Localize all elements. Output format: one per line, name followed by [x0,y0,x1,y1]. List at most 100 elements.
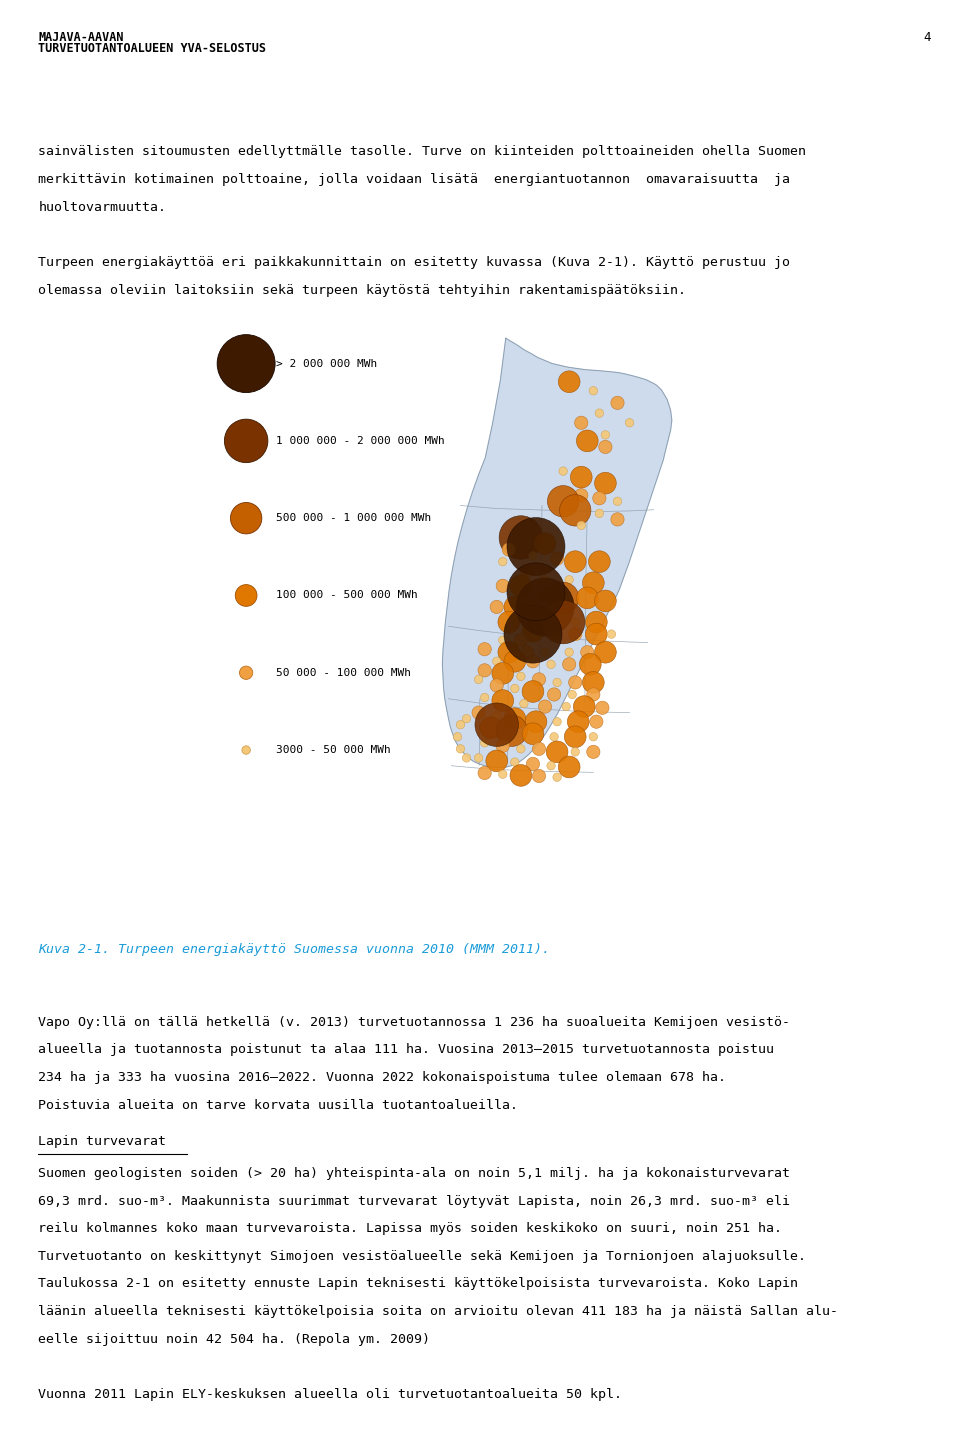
Circle shape [522,681,543,703]
Circle shape [553,678,562,687]
Circle shape [533,742,545,755]
Text: 4: 4 [924,31,931,44]
Circle shape [581,646,594,659]
Circle shape [496,714,527,746]
Circle shape [492,658,501,665]
Circle shape [522,620,543,642]
Circle shape [498,611,519,633]
Circle shape [583,572,604,594]
Circle shape [242,746,251,754]
Circle shape [550,630,559,639]
Circle shape [217,335,276,393]
Circle shape [480,693,489,701]
Circle shape [550,732,559,741]
Circle shape [563,658,576,671]
Text: olemassa oleviin laitoksiin sekä turpeen käytöstä tehtyihin rakentamispäätöksiin: olemassa oleviin laitoksiin sekä turpeen… [38,284,686,297]
Text: > 2 000 000 MWh: > 2 000 000 MWh [276,358,377,368]
Circle shape [533,672,545,687]
Circle shape [491,601,503,614]
Circle shape [472,706,485,719]
Circle shape [478,767,492,780]
Circle shape [573,695,595,717]
Text: reilu kolmannes koko maan turvevaroista. Lapissa myös soiden keskikoko on suuri,: reilu kolmannes koko maan turvevaroista.… [38,1222,782,1235]
Circle shape [235,585,257,607]
Circle shape [475,703,518,746]
Circle shape [587,745,600,758]
Text: Taulukossa 2-1 on esitetty ennuste Lapin teknisesti käyttökelpoisista turvevaroi: Taulukossa 2-1 on esitetty ennuste Lapin… [38,1277,799,1291]
Circle shape [456,720,465,729]
Circle shape [547,688,561,701]
Circle shape [559,757,580,778]
Circle shape [571,748,580,757]
Circle shape [571,618,580,626]
Circle shape [547,661,555,668]
Circle shape [560,495,591,527]
Circle shape [567,711,589,732]
Circle shape [502,543,516,556]
Circle shape [589,387,597,394]
Circle shape [492,690,514,711]
Circle shape [504,707,526,729]
Circle shape [520,565,534,578]
Circle shape [480,717,501,739]
Circle shape [478,643,492,656]
Circle shape [491,679,503,693]
Circle shape [611,512,624,527]
Circle shape [594,473,616,495]
Circle shape [594,642,616,663]
Circle shape [526,655,540,668]
Circle shape [540,647,549,656]
Text: läänin alueella teknisesti käyttökelpoisia soita on arvioitu olevan 411 183 ha j: läänin alueella teknisesti käyttökelpois… [38,1305,838,1318]
Circle shape [589,732,597,741]
Circle shape [576,586,598,608]
Circle shape [546,741,568,762]
Circle shape [592,492,606,505]
Circle shape [507,563,564,621]
Text: Vapo Oy:llä on tällä hetkellä (v. 2013) turvetuotannossa 1 236 ha suoalueita Kem: Vapo Oy:llä on tällä hetkellä (v. 2013) … [38,1016,790,1029]
Circle shape [498,642,519,663]
Circle shape [456,745,465,754]
Text: 234 ha ja 333 ha vuosina 2016–2022. Vuonna 2022 kokonaispoistuma tulee olemaan 6: 234 ha ja 333 ha vuosina 2016–2022. Vuon… [38,1071,727,1084]
Circle shape [564,551,587,572]
Circle shape [564,576,573,583]
Text: Poistuvia alueita on tarve korvata uusilla tuotantoalueilla.: Poistuvia alueita on tarve korvata uusil… [38,1099,518,1112]
Text: 500 000 - 1 000 000 MWh: 500 000 - 1 000 000 MWh [276,514,432,524]
Circle shape [515,633,527,647]
Text: 3000 - 50 000 MWh: 3000 - 50 000 MWh [276,745,391,755]
Circle shape [568,627,582,640]
Circle shape [510,575,532,597]
Circle shape [559,467,567,476]
Circle shape [576,431,598,451]
Circle shape [533,770,545,783]
Circle shape [625,419,634,426]
Circle shape [535,611,543,620]
Text: alueella ja tuotannosta poistunut ta alaa 111 ha. Vuosina 2013–2015 turvetuotann: alueella ja tuotannosta poistunut ta ala… [38,1043,775,1056]
Circle shape [498,557,507,566]
Circle shape [463,754,470,762]
Text: Vuonna 2011 Lapin ELY-keskuksen alueella oli turvetuotantoalueita 50 kpl.: Vuonna 2011 Lapin ELY-keskuksen alueella… [38,1388,622,1401]
Circle shape [583,672,604,693]
Text: merkittävin kotimainen polttoaine, jolla voidaan lisätä  energiantuotannon  omav: merkittävin kotimainen polttoaine, jolla… [38,173,790,186]
Circle shape [511,684,519,693]
Circle shape [601,431,610,439]
Circle shape [553,773,562,781]
Text: 69,3 mrd. suo-m³. Maakunnista suurimmat turvevarat löytyvät Lapista, noin 26,3 m: 69,3 mrd. suo-m³. Maakunnista suurimmat … [38,1195,790,1208]
Circle shape [492,711,501,720]
Text: Kuva 2-1. Turpeen energiakäyttö Suomessa vuonna 2010 (MMM 2011).: Kuva 2-1. Turpeen energiakäyttö Suomessa… [38,943,550,956]
Circle shape [539,588,552,601]
Circle shape [225,419,268,463]
Circle shape [589,714,603,729]
Circle shape [453,732,462,741]
Text: 50 000 - 100 000 MWh: 50 000 - 100 000 MWh [276,668,411,678]
Circle shape [608,630,615,639]
Circle shape [588,551,611,572]
Circle shape [564,647,573,656]
Circle shape [534,533,556,554]
Circle shape [586,611,608,633]
Circle shape [504,597,526,618]
Circle shape [564,726,587,748]
Polygon shape [443,338,672,768]
Circle shape [516,672,525,681]
Text: MAJAVA-AAVAN: MAJAVA-AAVAN [38,31,124,44]
Circle shape [599,441,612,454]
